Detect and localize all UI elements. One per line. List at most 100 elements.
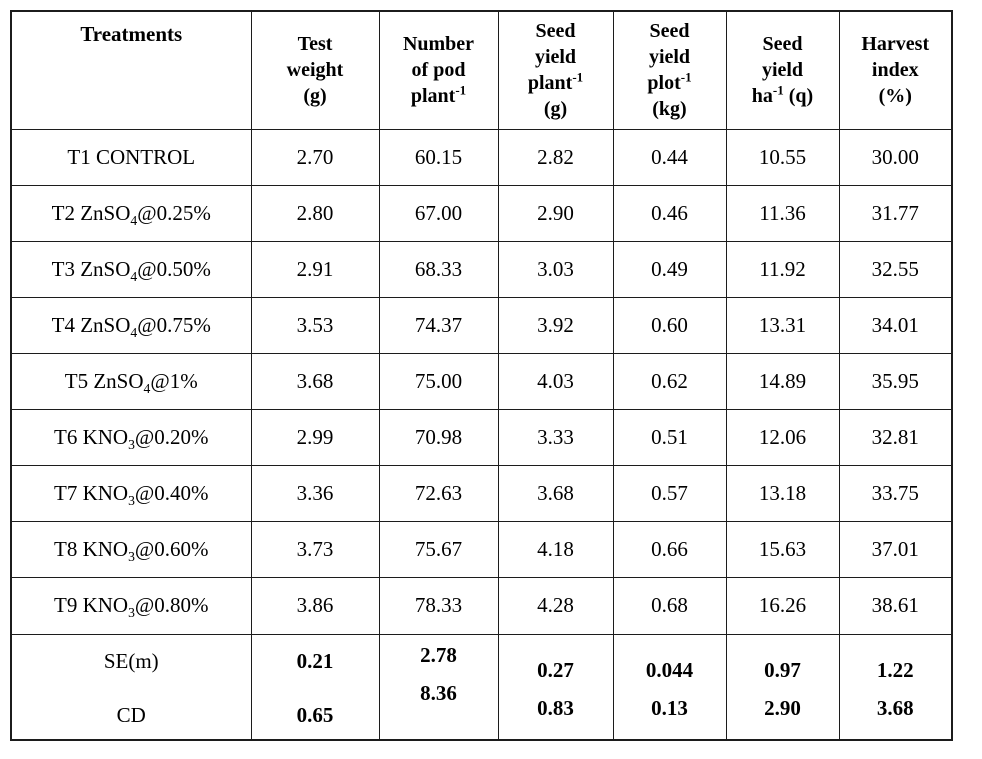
treatment-cell: T4 ZnSO4@0.75% [10,296,252,354]
table-footer: SE(m) CD 0.21 0.65 2.78 8.36 0.27 0.83 0.044 0.13… [10,633,953,741]
footer-label: SE(m) [103,648,159,673]
table-body: T1 CONTROL 2.70 60.15 2.82 0.44 10.55 30.00 T2 … [10,128,953,635]
treatment-cell: T8 KNO3@0.60% [10,521,252,579]
footer-value: 8.36 [420,680,457,705]
value-cell: 3.68 [250,352,380,411]
footer-value-cell: 0.044 0.13 [612,633,727,741]
value-cell: 30.00 [838,128,953,186]
treatment-cell: T5 ZnSO4@1% [10,352,252,411]
treatment-cell: T6 KNO3@0.20% [10,409,252,467]
table-row-6: T6 KNO3@0.20% 2.99 70.98 3.33 0.51 12.06 32.81 [10,409,953,467]
value-cell: 75.00 [378,352,499,411]
header-cell-3: Seed yield plant-1 (g) [497,10,614,130]
value-cell: 68.33 [378,240,499,298]
value-cell: 0.44 [612,128,727,186]
value-cell: 3.73 [250,521,380,579]
value-cell: 70.98 [378,409,499,467]
value-cell: 38.61 [838,577,953,635]
value-cell: 2.80 [250,184,380,242]
value-cell: 31.77 [838,184,953,242]
table-row-7: T7 KNO3@0.40% 3.36 72.63 3.68 0.57 13.18 33.75 [10,465,953,523]
footer-value: 0.27 [537,657,574,682]
value-cell: 11.92 [725,240,840,298]
value-cell: 35.95 [838,352,953,411]
value-cell: 2.70 [250,128,380,186]
footer-value: 0.65 [296,703,334,727]
table-row-1: T1 CONTROL 2.70 60.15 2.82 0.44 10.55 30.00 [10,128,953,186]
value-cell: 2.99 [250,409,380,467]
footer-row: SE(m) CD 0.21 0.65 2.78 8.36 0.27 0.83 0.044 0.13… [10,633,953,741]
value-cell: 3.86 [250,577,380,635]
value-cell: 3.36 [250,465,380,523]
table-row-3: T3 ZnSO4@0.50% 2.91 68.33 3.03 0.49 11.92 32.5… [10,240,953,298]
value-cell: 13.31 [725,296,840,354]
table-row-5: T5 ZnSO4@1% 3.68 75.00 4.03 0.62 14.89 35.95 [10,352,953,411]
footer-value: 0.044 [645,657,694,682]
value-cell: 4.03 [497,352,614,411]
footer-value: 0.83 [537,695,574,720]
value-cell: 10.55 [725,128,840,186]
value-cell: 11.36 [725,184,840,242]
table-row-9: T9 KNO3@0.80% 3.86 78.33 4.28 0.68 16.26 38.61 [10,577,953,635]
value-cell: 33.75 [838,465,953,523]
footer-value: 3.68 [876,695,914,720]
footer-value: 2.78 [420,642,457,667]
value-cell: 0.66 [612,521,727,579]
value-cell: 0.51 [612,409,727,467]
footer-value: 0.13 [651,695,688,720]
header-cell-1: Test weight (g) [250,10,380,130]
footer-value: 0.21 [296,648,334,673]
footer-label-cell: SE(m) CD [10,633,252,741]
value-cell: 74.37 [378,296,499,354]
treatment-cell: T7 KNO3@0.40% [10,465,252,523]
value-cell: 67.00 [378,184,499,242]
value-cell: 3.92 [497,296,614,354]
value-cell: 2.90 [497,184,614,242]
value-cell: 0.60 [612,296,727,354]
value-cell: 2.82 [497,128,614,186]
value-cell: 75.67 [378,521,499,579]
footer-label: CD [116,703,146,727]
value-cell: 37.01 [838,521,953,579]
value-cell: 32.55 [838,240,953,298]
footer-value-cell: 0.27 0.83 [497,633,614,741]
value-cell: 0.46 [612,184,727,242]
value-cell: 13.18 [725,465,840,523]
footer-value-cell: 2.78 8.36 [378,633,499,741]
table-row-2: T2 ZnSO4@0.25% 2.80 67.00 2.90 0.46 11.36 31.7… [10,184,953,242]
value-cell: 72.63 [378,465,499,523]
value-cell: 3.68 [497,465,614,523]
header-cell-6: Harvest index (%) [838,10,953,130]
footer-value: 1.22 [876,657,914,682]
value-cell: 3.53 [250,296,380,354]
table-row-8: T8 KNO3@0.60% 3.73 75.67 4.18 0.66 15.63 37.01 [10,521,953,579]
value-cell: 60.15 [378,128,499,186]
treatment-cell: T3 ZnSO4@0.50% [10,240,252,298]
footer-value-cell: 0.21 0.65 [250,633,380,741]
value-cell: 15.63 [725,521,840,579]
value-cell: 32.81 [838,409,953,467]
value-cell: 4.28 [497,577,614,635]
header-row: Treatments Test weight (g) Number of pod plant… [10,10,953,130]
value-cell: 4.18 [497,521,614,579]
value-cell: 3.03 [497,240,614,298]
value-cell: 0.62 [612,352,727,411]
header-cell-2: Number of pod plant-1 [378,10,499,130]
header-cell-4: Seed yield plot-1 (kg) [612,10,727,130]
treatment-cell: T9 KNO3@0.80% [10,577,252,635]
value-cell: 0.57 [612,465,727,523]
footer-value-cell: 1.22 3.68 [838,633,953,741]
value-cell: 12.06 [725,409,840,467]
value-cell: 3.33 [497,409,614,467]
value-cell: 0.68 [612,577,727,635]
header-cell-5: Seed yield ha-1 (q) [725,10,840,130]
value-cell: 14.89 [725,352,840,411]
value-cell: 2.91 [250,240,380,298]
footer-value: 0.97 [764,657,801,682]
footer-value-cell: 0.97 2.90 [725,633,840,741]
footer-value: 2.90 [764,695,801,720]
treatment-cell: T1 CONTROL [10,128,252,186]
value-cell: 16.26 [725,577,840,635]
value-cell: 78.33 [378,577,499,635]
